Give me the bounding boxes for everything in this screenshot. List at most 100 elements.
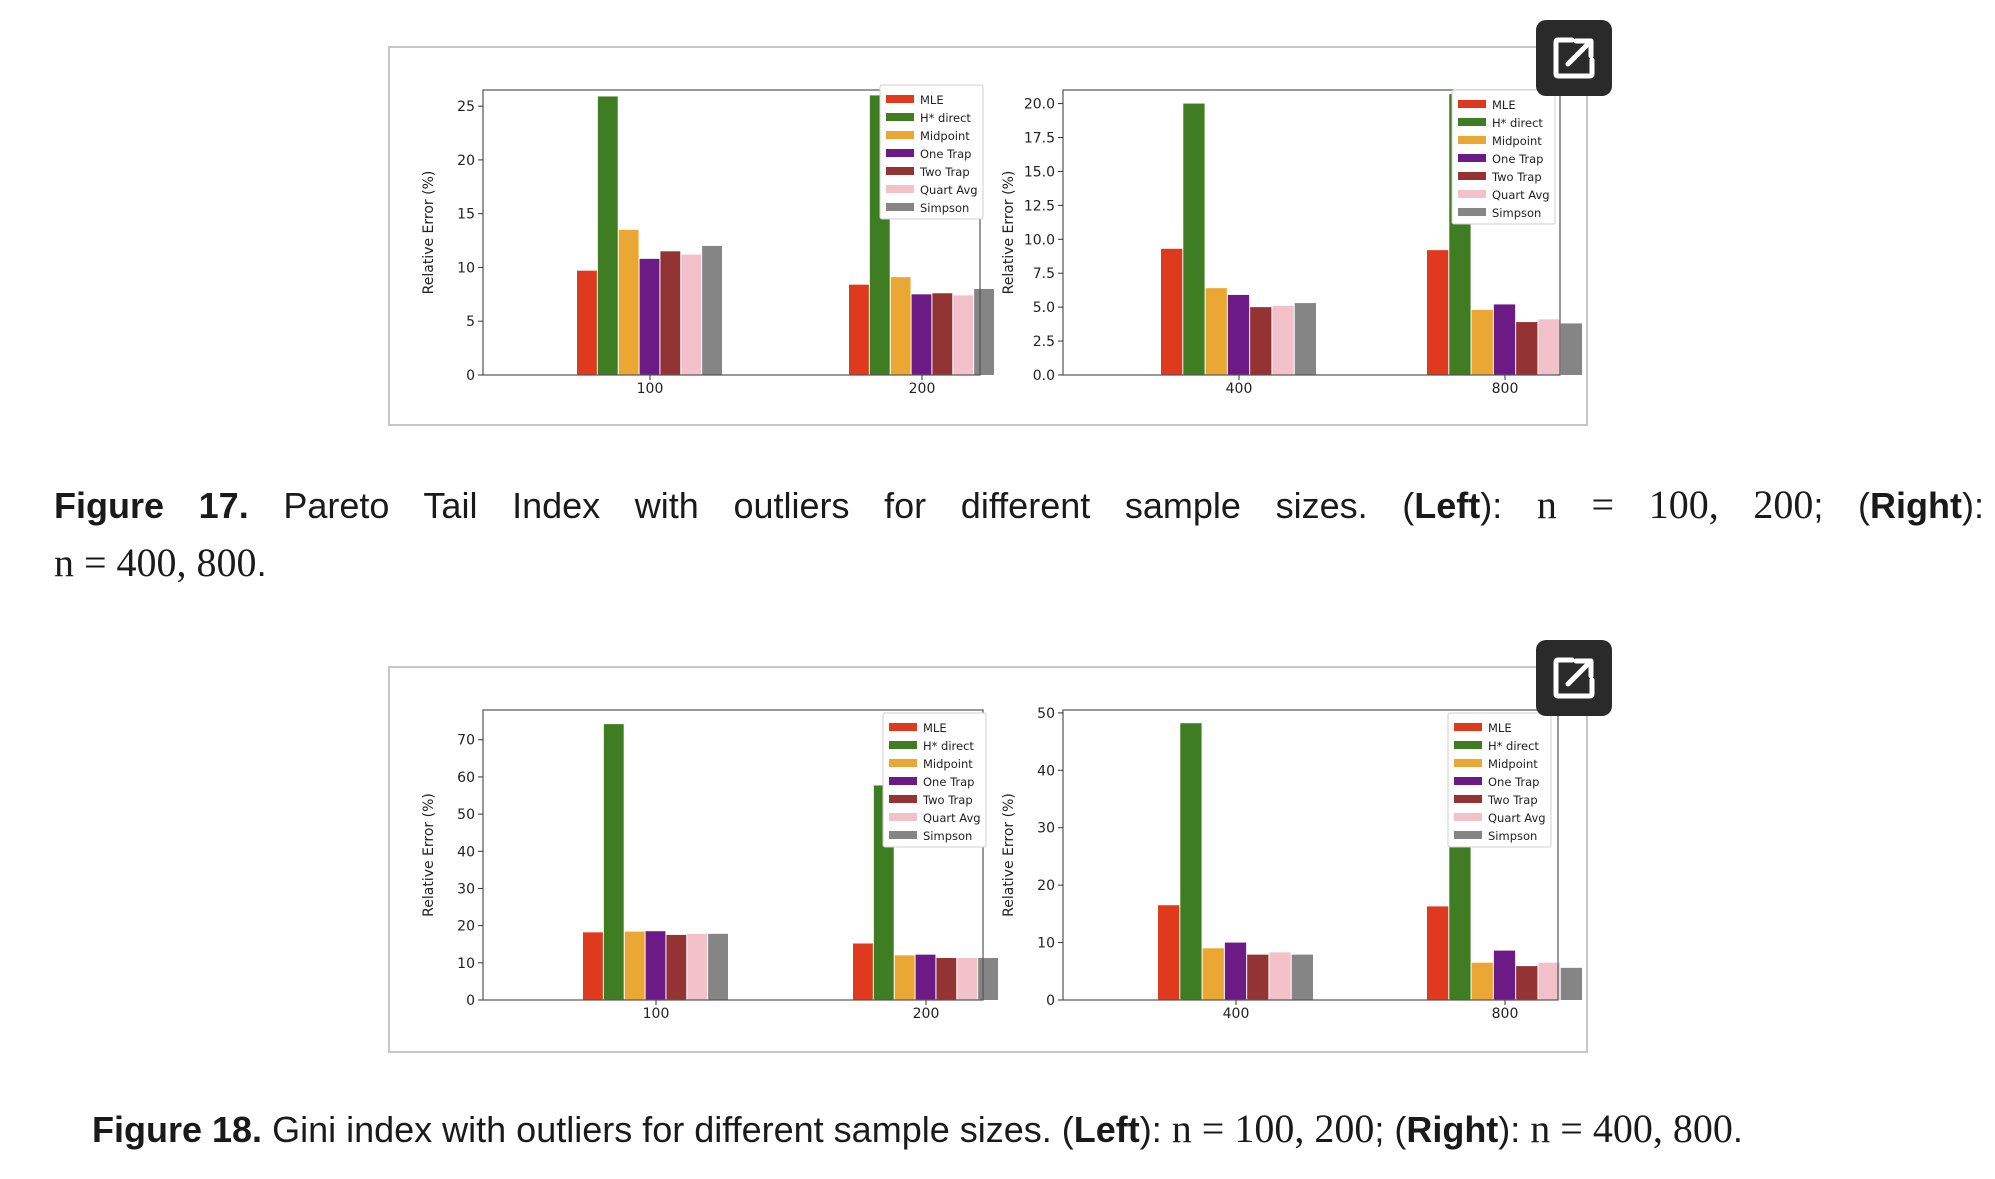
legend-label: Simpson [920, 201, 969, 215]
y-tick-label: 10 [457, 260, 475, 276]
legend-swatch [1454, 777, 1482, 785]
plot-area-frame [482, 709, 984, 1001]
legend-swatch [889, 795, 917, 803]
x-tick-label-800: 800 [1492, 381, 1519, 397]
bar-800-one-trap [1493, 950, 1516, 1000]
legend-swatch [889, 741, 917, 749]
y-tick-label: 20.0 [1024, 97, 1055, 113]
y-tick-label: 15.0 [1024, 164, 1055, 180]
bar-100-two-trap [660, 251, 681, 375]
figure-18-right-label: Right [1406, 1109, 1499, 1150]
legend-label: Two Trap [1491, 170, 1542, 184]
bar-400-two-trap [1250, 307, 1272, 375]
bar-100-midpoint [618, 229, 639, 375]
figure-17-right-label: Right [1870, 485, 1962, 526]
y-tick-label: 17.5 [1024, 131, 1055, 147]
bar-800-simpson [1560, 967, 1582, 1000]
y-tick-label: 50 [1037, 706, 1055, 722]
bar-200-one-trap [911, 294, 932, 375]
legend-swatch [886, 95, 914, 103]
y-tick-label: 60 [457, 770, 475, 786]
legend-swatch [1458, 154, 1486, 162]
y-tick-label: 25 [457, 99, 475, 115]
y-tick-label: 40 [457, 844, 475, 860]
legend-swatch [1458, 136, 1486, 144]
bar-100-mle [583, 932, 603, 1000]
bar-100-midpoint [624, 931, 645, 1000]
legend-swatch [889, 831, 917, 839]
legend-label: Midpoint [923, 757, 973, 771]
y-tick-label: 30 [1037, 821, 1055, 837]
legend-swatch [1454, 813, 1482, 821]
bar-200-simpson [974, 288, 994, 375]
bar-400-one-trap [1224, 942, 1247, 1000]
y-tick-label: 20 [457, 919, 475, 935]
x-tick-label-400: 400 [1223, 1006, 1250, 1022]
figure-17-left-math: n = 100, 200 [1536, 482, 1814, 527]
legend-swatch [1458, 118, 1486, 126]
figure-17-caption: Figure 17. Pareto Tail Index with outlie… [54, 482, 1984, 527]
legend-label: Quart Avg [920, 183, 978, 197]
y-tick-label: 10 [1037, 936, 1055, 952]
y-tick-label: 0 [1046, 993, 1055, 1009]
x-tick-label-200: 200 [913, 1006, 940, 1022]
legend-label: Midpoint [920, 129, 970, 143]
legend-label: H* direct [920, 111, 971, 125]
legend-label: One Trap [1488, 775, 1539, 789]
y-tick-label: 70 [457, 733, 475, 749]
figure-18-right-chart: 400 800 0 10 20 30 40 50 Relative Error (%) MLE H*… [1001, 706, 1582, 1022]
bar-200-mle [853, 943, 873, 1000]
bar-400-simpson [1294, 303, 1316, 375]
bar-200-one-trap [915, 954, 936, 1000]
y-tick-label: 20 [1037, 878, 1055, 894]
bar-400-h-direct [1180, 723, 1202, 1000]
y-tick-label: 2.5 [1033, 334, 1055, 350]
y-tick-label: 5 [466, 314, 475, 330]
bar-400-quart-avg [1269, 952, 1291, 1000]
bar-200-midpoint [890, 277, 911, 375]
figure-17-caption-line-2: n = 400, 800. [54, 540, 267, 585]
legend-swatch [1458, 100, 1486, 108]
plot-area-frame [1062, 89, 1561, 376]
figure-17-expand-button[interactable] [1536, 20, 1612, 96]
y-tick-label: 5.0 [1033, 300, 1055, 316]
bar-400-mle [1158, 905, 1180, 1000]
bar-100-mle [577, 270, 597, 375]
x-tick-label-400: 400 [1226, 381, 1253, 397]
legend-label: H* direct [1492, 116, 1543, 130]
bar-100-quart-avg [681, 254, 702, 375]
y-tick-label: 15 [457, 207, 475, 223]
bar-100-simpson [702, 245, 722, 375]
legend-label: MLE [923, 721, 947, 735]
bar-200-two-trap [936, 957, 957, 1000]
legend-swatch [889, 759, 917, 767]
bar-800-two-trap [1516, 966, 1538, 1000]
figure-18-left-chart: 100 200 0 10 20 30 40 50 60 70 Relative Error (%) M… [421, 709, 998, 1022]
bar-200-quart-avg [953, 295, 974, 375]
legend-label: H* direct [1488, 739, 1539, 753]
bar-100-simpson [708, 933, 728, 1000]
legend-label: Quart Avg [1488, 811, 1546, 825]
bar-400-midpoint [1202, 948, 1224, 1000]
legend-label: H* direct [923, 739, 974, 753]
bar-800-two-trap [1516, 322, 1538, 375]
legend-swatch [886, 167, 914, 175]
x-tick-label-200: 200 [909, 381, 936, 397]
legend-label: MLE [1488, 721, 1512, 735]
x-tick-label-800: 800 [1492, 1006, 1519, 1022]
figure-17-caption-text: Pareto Tail Index with outliers for diff… [283, 485, 1368, 526]
legend-label: Two Trap [919, 165, 970, 179]
y-tick-label: 40 [1037, 763, 1055, 779]
figure-18-expand-button[interactable] [1536, 640, 1612, 716]
figure-17-left-label: Left [1414, 485, 1481, 526]
bar-400-mle [1161, 248, 1183, 375]
bar-800-one-trap [1493, 304, 1516, 375]
bar-200-mle [849, 284, 869, 375]
bar-800-quart-avg [1538, 319, 1560, 375]
bar-400-one-trap [1227, 294, 1250, 375]
bar-800-simpson [1560, 323, 1582, 375]
bar-800-mle [1427, 906, 1449, 1000]
legend-label: Simpson [1492, 206, 1541, 220]
legend-swatch [889, 723, 917, 731]
legend-swatch [889, 813, 917, 821]
